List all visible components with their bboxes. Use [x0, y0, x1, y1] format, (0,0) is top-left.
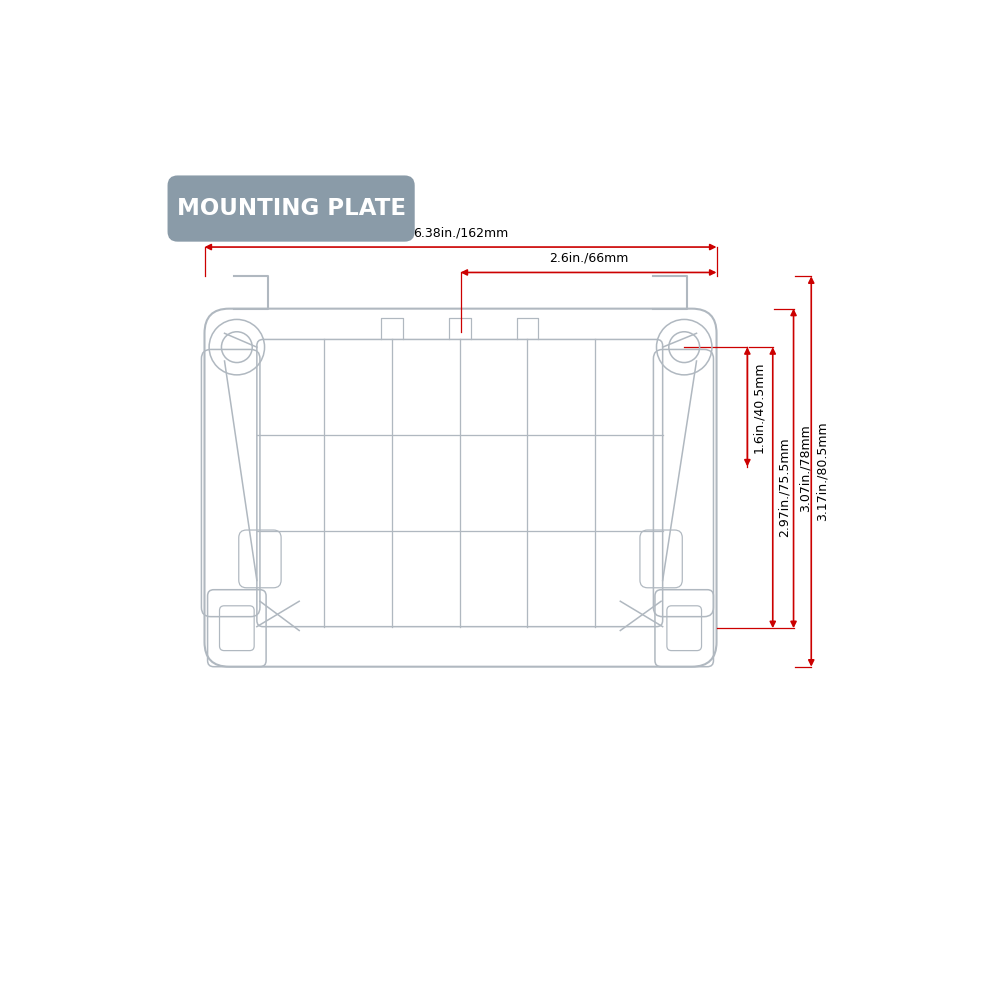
Text: 2.97in./75.5mm: 2.97in./75.5mm — [777, 438, 790, 537]
Text: 6.38in./162mm: 6.38in./162mm — [413, 226, 508, 239]
Text: MOUNTING PLATE: MOUNTING PLATE — [177, 197, 406, 220]
Text: 3.17in./80.5mm: 3.17in./80.5mm — [816, 422, 829, 521]
Text: 3.07in./78mm: 3.07in./78mm — [798, 425, 811, 512]
Text: 2.6in./66mm: 2.6in./66mm — [549, 252, 628, 265]
Text: 1.6in./40.5mm: 1.6in./40.5mm — [752, 361, 765, 453]
FancyBboxPatch shape — [168, 175, 415, 242]
